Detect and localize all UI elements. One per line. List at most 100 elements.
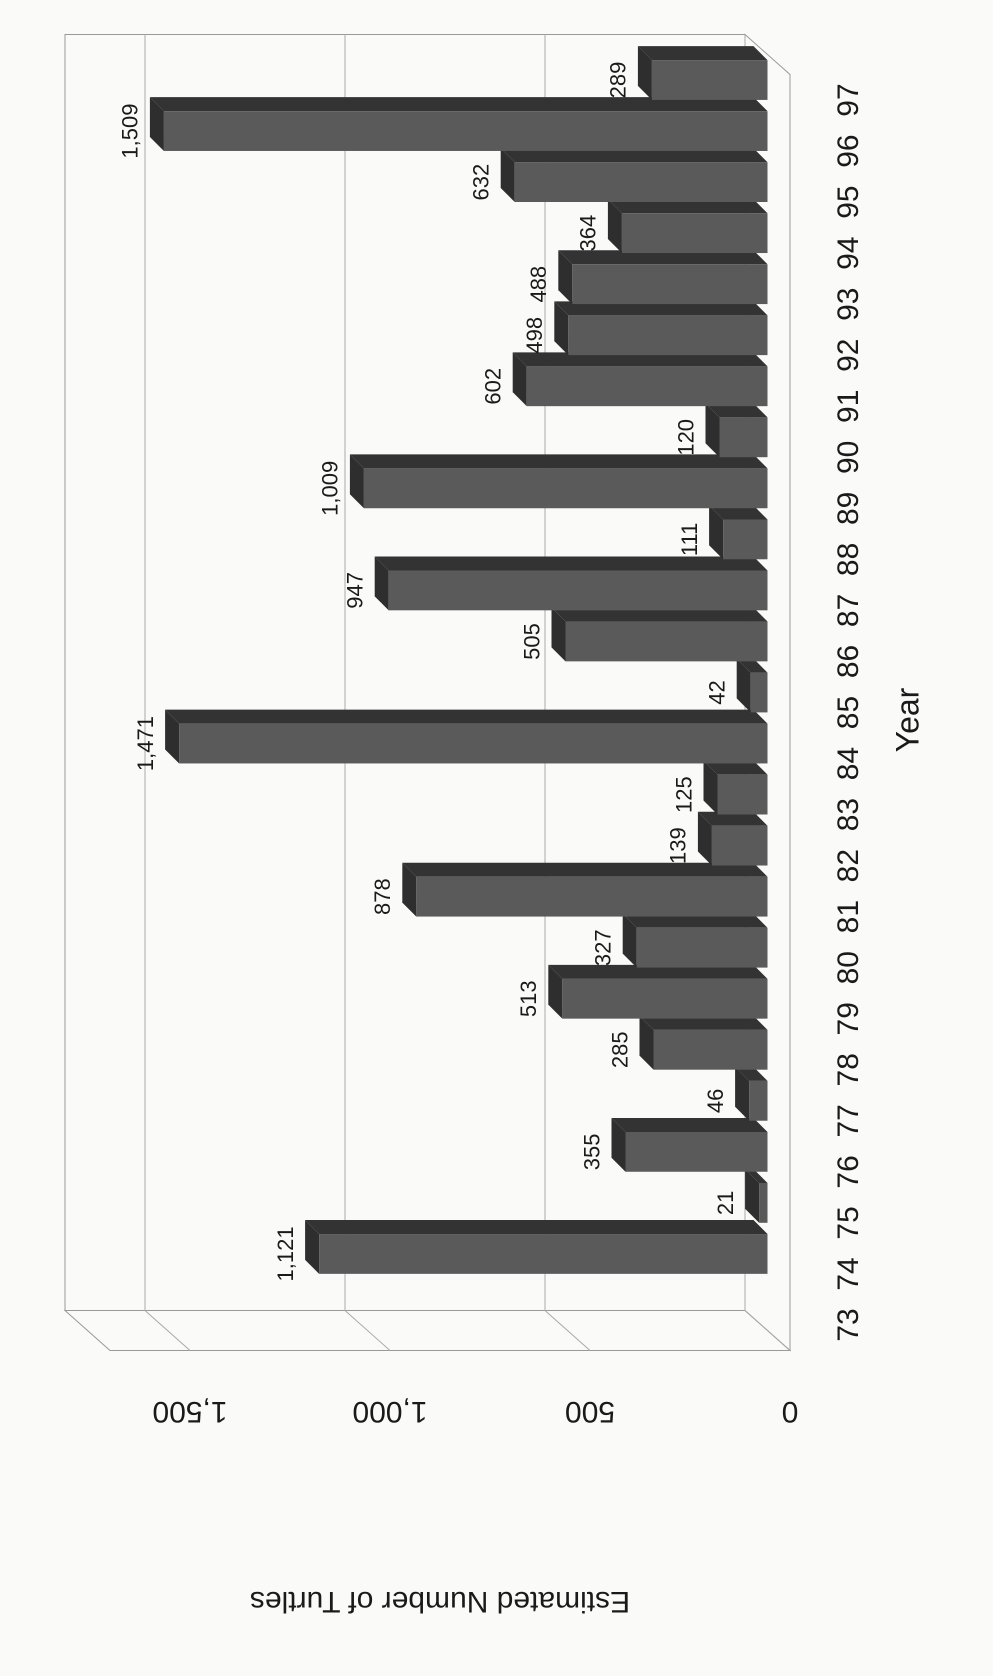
bar-side <box>709 505 768 520</box>
bar-side <box>165 709 768 724</box>
bar-front <box>750 672 768 713</box>
data-label: 120 <box>673 419 698 456</box>
data-label: 632 <box>469 164 494 201</box>
bar-front <box>565 621 768 662</box>
x-tick-label: 78 <box>832 1053 865 1086</box>
bar-top <box>149 97 164 151</box>
bar <box>374 556 768 611</box>
bar-side <box>622 913 768 928</box>
bar <box>554 301 768 356</box>
x-tick-label: 81 <box>832 900 865 933</box>
x-tick-label: 97 <box>832 83 865 116</box>
bar <box>551 607 768 662</box>
bar <box>512 352 768 407</box>
bar-top <box>349 454 364 509</box>
y-tick-label: 1,500 <box>152 1395 227 1428</box>
data-label: 1,009 <box>318 461 343 516</box>
y-tick-label: 1,000 <box>352 1395 427 1428</box>
data-label: 505 <box>519 623 544 660</box>
rotated-chart: Year Estimated Number of Turtles 0 500 1,0… <box>63 33 925 1618</box>
bar <box>703 760 768 815</box>
bar-front <box>562 978 768 1019</box>
bar-side <box>735 1066 768 1081</box>
x-tick-label: 88 <box>832 543 865 576</box>
bar-side <box>697 811 768 826</box>
data-label: 355 <box>579 1134 604 1171</box>
bar-front <box>572 264 768 305</box>
data-label: 1,471 <box>133 716 158 771</box>
bar-front <box>526 366 768 407</box>
bar <box>637 46 768 100</box>
bar-top <box>611 1117 626 1172</box>
bar-front <box>163 111 768 151</box>
bar-front <box>651 60 768 100</box>
bar <box>736 658 768 713</box>
bar-side <box>611 1117 768 1132</box>
bar-front <box>719 417 768 458</box>
x-tick-label: 80 <box>832 951 865 984</box>
x-tick-label: 82 <box>832 849 865 882</box>
bar-top <box>305 1220 320 1274</box>
bar-side <box>736 658 768 673</box>
bar <box>149 97 768 151</box>
data-label: 111 <box>677 523 702 556</box>
bar-front <box>363 468 768 509</box>
bar-front <box>653 1029 768 1070</box>
bar-top <box>745 1168 760 1223</box>
data-label: 513 <box>516 980 541 1017</box>
x-tick-label: 91 <box>832 390 865 423</box>
grid-line <box>144 34 191 1351</box>
bar <box>639 1015 768 1070</box>
bar-front <box>388 570 768 611</box>
x-tick-label: 90 <box>832 441 865 474</box>
bar-side <box>512 352 768 367</box>
bar-front <box>723 519 768 560</box>
bar-front <box>568 315 768 356</box>
data-label: 878 <box>370 878 395 915</box>
bar-front <box>749 1080 768 1121</box>
data-label: 21 <box>713 1191 738 1215</box>
bar <box>622 913 768 968</box>
bar-side <box>639 1015 768 1030</box>
y-tick-label: 500 <box>565 1395 615 1428</box>
bar-front <box>711 825 768 866</box>
bar-side <box>149 97 768 112</box>
bar-front <box>621 213 768 254</box>
data-label: 1,121 <box>273 1226 298 1281</box>
data-label: 285 <box>607 1031 632 1068</box>
y-tick-label: 0 <box>782 1395 799 1428</box>
bar-front <box>416 876 768 917</box>
side-wall <box>63 1310 792 1351</box>
bar-top <box>639 1015 654 1070</box>
data-label: 289 <box>606 62 631 99</box>
bar-side <box>705 403 768 418</box>
bar-top <box>607 199 622 254</box>
x-tick-label: 79 <box>832 1002 865 1035</box>
bar <box>558 250 768 305</box>
x-tick-label: 87 <box>832 594 865 627</box>
x-tick-label: 76 <box>832 1155 865 1188</box>
x-tick-label: 96 <box>832 134 865 167</box>
bar <box>745 1168 768 1223</box>
bar <box>709 505 768 560</box>
bar <box>165 709 768 764</box>
bar-top <box>500 148 515 203</box>
x-tick-label: 83 <box>832 798 865 831</box>
bar-front <box>717 774 768 815</box>
bar-front <box>179 723 768 764</box>
bar-side <box>703 760 768 775</box>
x-tick-label: 95 <box>832 185 865 218</box>
bar <box>548 964 768 1019</box>
bar-side <box>374 556 768 571</box>
bar-side <box>305 1220 768 1235</box>
x-tick-label: 77 <box>832 1104 865 1137</box>
bar-top <box>709 505 724 560</box>
data-label: 1,509 <box>118 104 143 159</box>
bar <box>705 403 768 458</box>
bar-front <box>759 1182 768 1223</box>
bar-side <box>500 148 768 163</box>
bar-top <box>736 658 751 713</box>
bar <box>500 148 768 203</box>
bar-side <box>558 250 768 265</box>
